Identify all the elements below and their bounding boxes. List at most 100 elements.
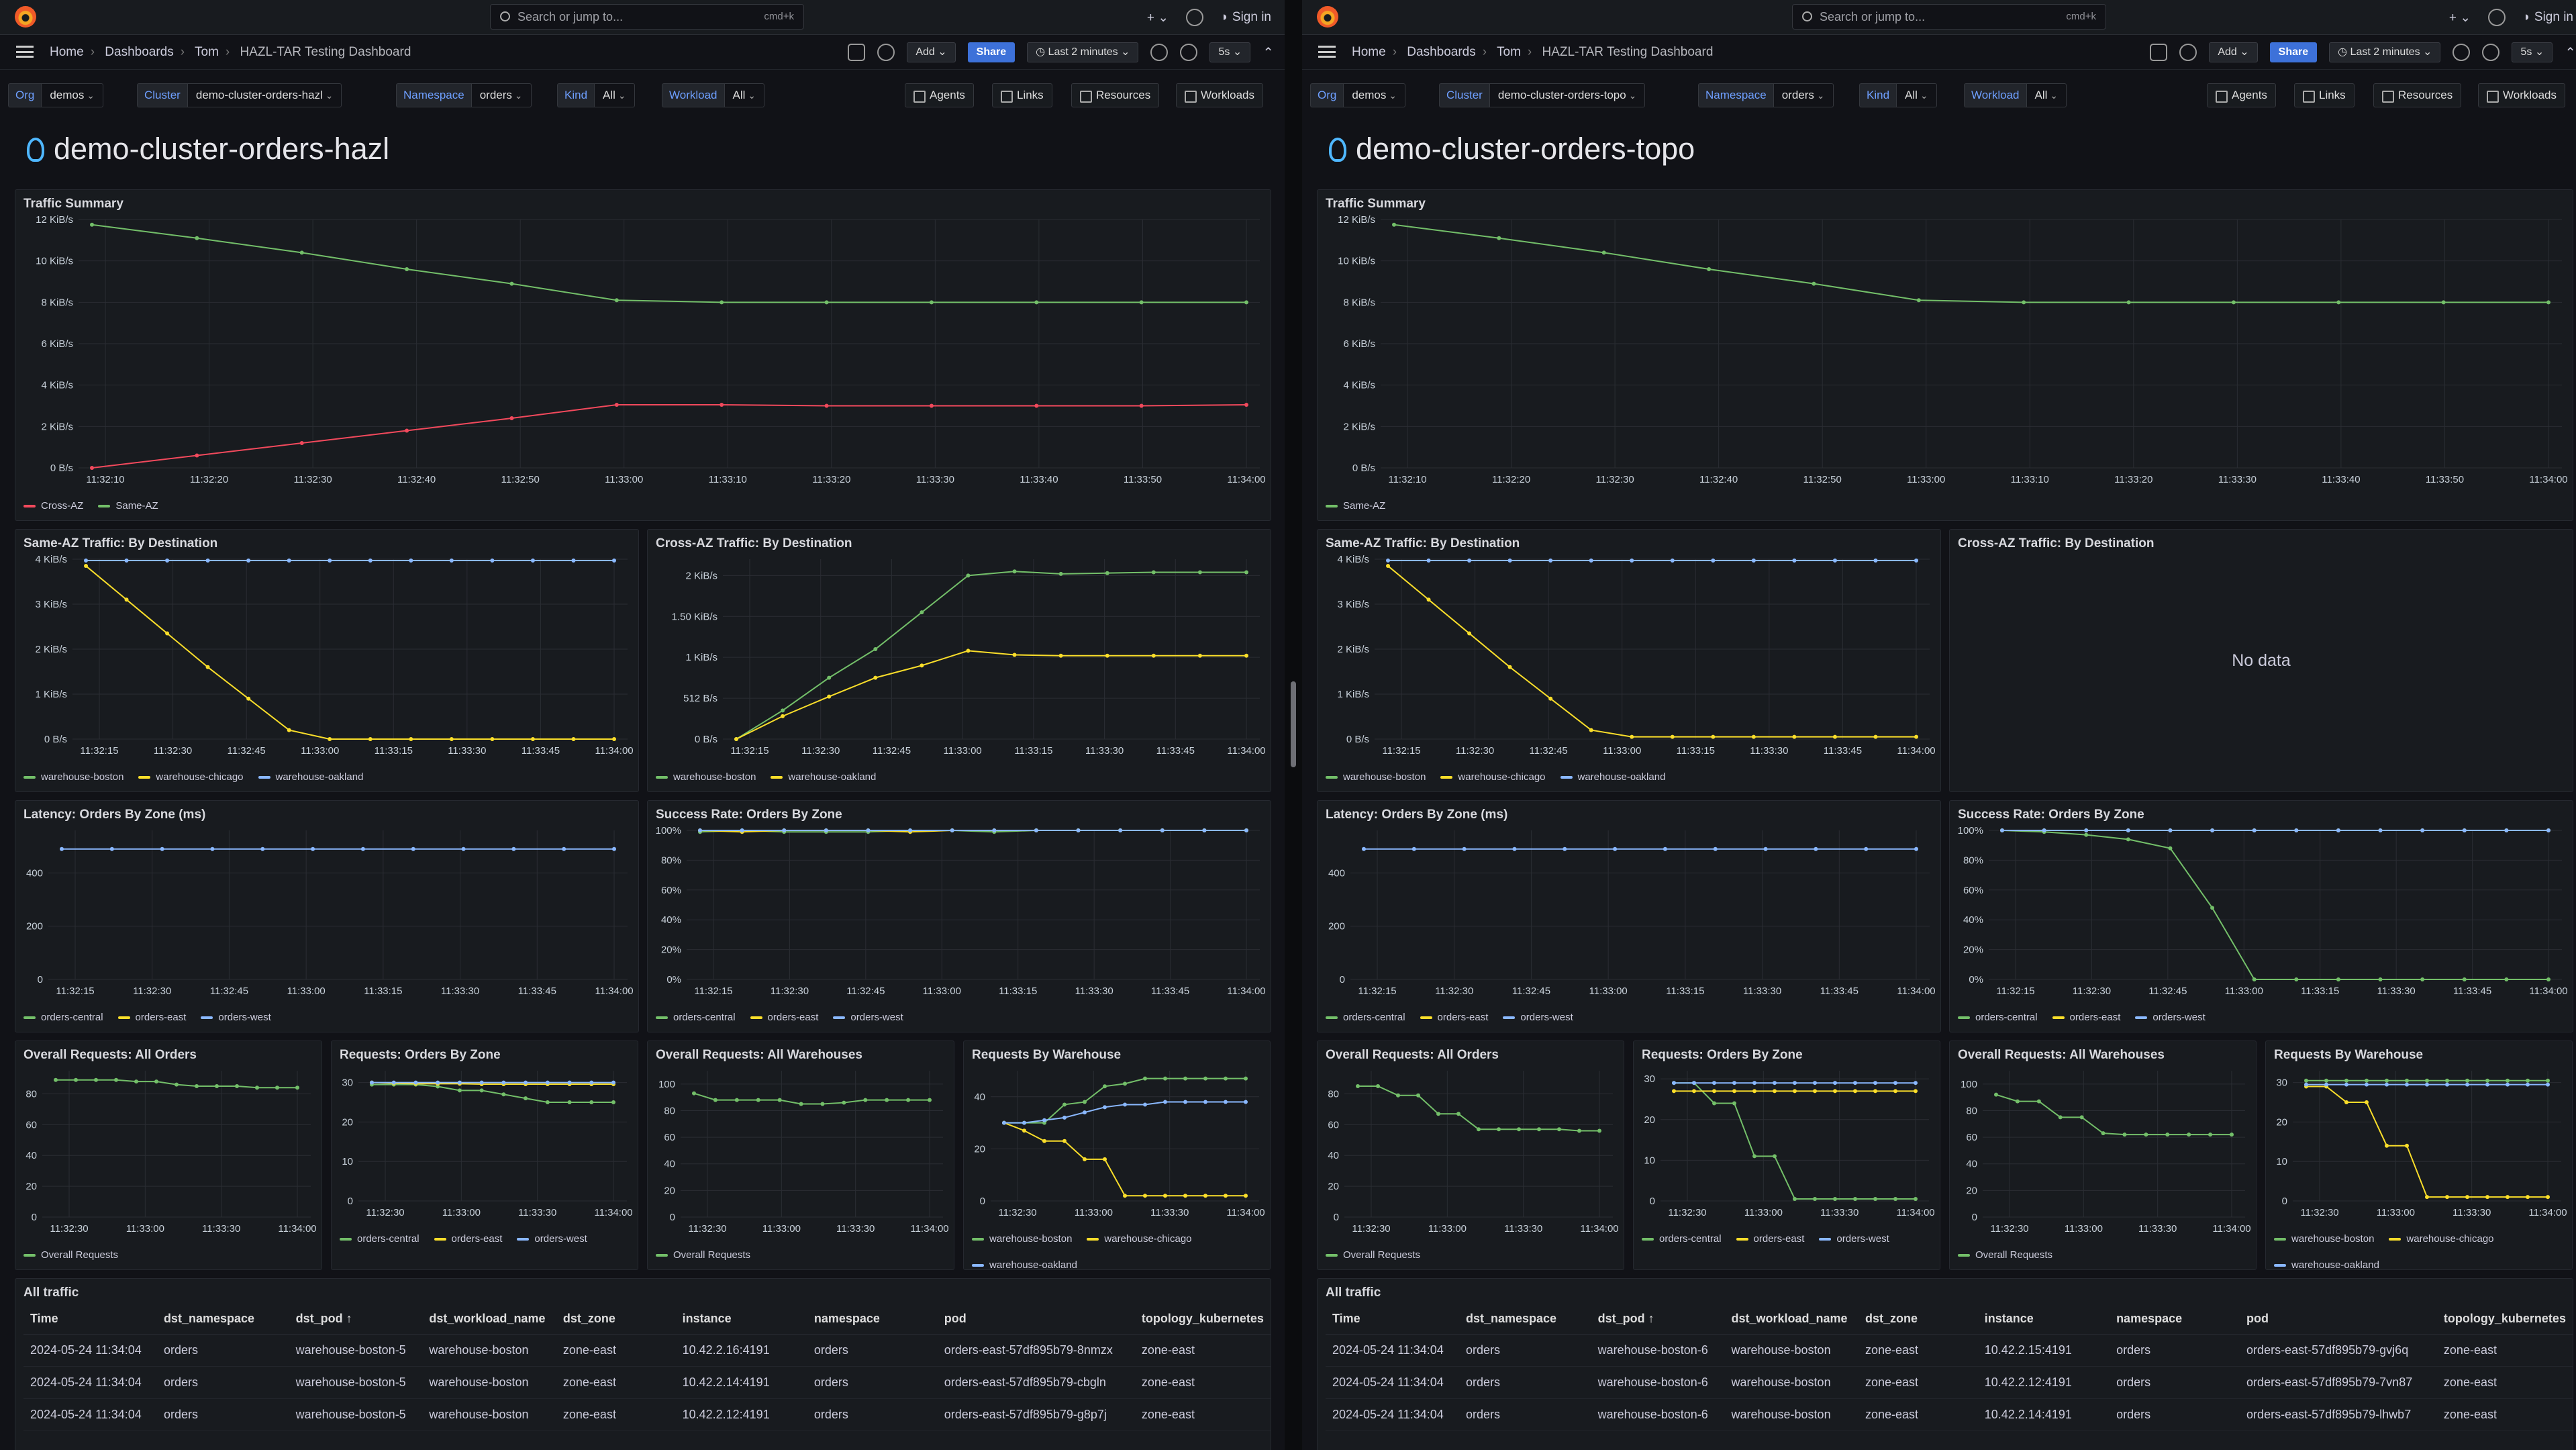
table-row[interactable]: 2024-05-24 11:34:04 orders warehouse-bosto…: [1326, 1334, 2573, 1367]
help-icon[interactable]: [2488, 9, 2506, 26]
table-row[interactable]: 2024-05-24 11:34:04 orders warehouse-bosto…: [1326, 1398, 2573, 1431]
legend-item[interactable]: orders-east: [117, 1012, 186, 1023]
legend-item[interactable]: orders-west: [201, 1012, 271, 1023]
legend-item[interactable]: warehouse-chicago: [2389, 1233, 2494, 1245]
link-resources[interactable]: Resources: [1071, 83, 1160, 107]
link-resources[interactable]: Resources: [2373, 83, 2462, 107]
col-dst-workload-name[interactable]: dst_workload_name: [1724, 1304, 1859, 1335]
link-workloads[interactable]: Workloads: [2478, 83, 2565, 107]
var-kind[interactable]: Kind All: [1859, 83, 1937, 107]
sign-in-link[interactable]: ◗ Sign in: [2523, 10, 2573, 24]
var-cluster[interactable]: Cluster demo-cluster-orders-topo: [1439, 83, 1646, 107]
legend-item[interactable]: orders-central: [23, 1012, 103, 1023]
split-divider[interactable]: [1285, 0, 1302, 1450]
panel-all-traffic[interactable]: All traffic Time dst_namespace dst_pod ↑…: [15, 1278, 1271, 1450]
var-kind-value[interactable]: All: [1896, 83, 1937, 107]
col-time[interactable]: Time: [1326, 1304, 1459, 1335]
panel-same-az-traffic[interactable]: Same-AZ Traffic: By Destination 0 B/s 1 Ki…: [15, 529, 639, 792]
legend-item[interactable]: orders-east: [750, 1012, 818, 1023]
legend-item[interactable]: orders-east: [434, 1233, 502, 1245]
var-namespace-value[interactable]: orders: [1773, 83, 1834, 107]
split-handle[interactable]: [1291, 681, 1296, 767]
breadcrumb-home[interactable]: Home: [50, 45, 84, 59]
legend-item[interactable]: Same-AZ: [1326, 500, 1385, 512]
var-cluster-value[interactable]: demo-cluster-orders-hazl: [187, 83, 342, 107]
legend-item[interactable]: Same-AZ: [98, 500, 158, 512]
legend-item[interactable]: warehouse-boston: [23, 771, 123, 783]
panel-traffic-summary[interactable]: Traffic Summary 0 B/s 2 KiB/s 4 KiB/s 6 KiB/…: [1317, 189, 2573, 521]
var-org-value[interactable]: demos: [41, 83, 103, 107]
legend-item[interactable]: warehouse-boston: [2274, 1233, 2374, 1245]
legend-item[interactable]: warehouse-boston: [972, 1233, 1072, 1245]
var-kind-value[interactable]: All: [594, 83, 635, 107]
var-workload[interactable]: Workload All: [1964, 83, 2067, 107]
var-namespace[interactable]: Namespace orders: [396, 83, 532, 107]
panel-overall-requests-warehouses[interactable]: Overall Requests: All Warehouses 0 20 40 60 8…: [647, 1041, 954, 1270]
panel-overall-requests-orders[interactable]: Overall Requests: All Orders 0 20 40 60 80 11:…: [15, 1041, 322, 1270]
panel-overall-requests-warehouses[interactable]: Overall Requests: All Warehouses 0 20 40 60 8…: [1949, 1041, 2257, 1270]
link-links[interactable]: Links: [2294, 83, 2355, 107]
legend-item[interactable]: warehouse-boston: [1326, 771, 1426, 783]
legend-item[interactable]: orders-central: [1958, 1012, 2038, 1023]
legend-item[interactable]: orders-west: [833, 1012, 903, 1023]
breadcrumb-home[interactable]: Home: [1352, 45, 1386, 59]
col-dst-pod[interactable]: dst_pod ↑: [289, 1304, 423, 1335]
col-dst-zone[interactable]: dst_zone: [556, 1304, 676, 1335]
refresh-interval-picker[interactable]: 5s ⌄: [1209, 42, 1251, 62]
link-links[interactable]: Links: [992, 83, 1052, 107]
col-namespace[interactable]: namespace: [2110, 1304, 2240, 1335]
legend-item[interactable]: Cross-AZ: [23, 500, 83, 512]
legend-item[interactable]: orders-central: [340, 1233, 419, 1245]
col-topology[interactable]: topology_kubernetes: [2436, 1304, 2573, 1335]
grafana-logo-icon[interactable]: [1317, 6, 1338, 28]
share-button[interactable]: Share: [2269, 42, 2318, 62]
refresh-interval-picker[interactable]: 5s ⌄: [2512, 42, 2553, 62]
settings-gear-icon[interactable]: [2179, 44, 2197, 61]
panel-latency[interactable]: Latency: Orders By Zone (ms) 0 200 400 11:32…: [15, 800, 639, 1032]
panel-cross-az-traffic[interactable]: Cross-AZ Traffic: By Destination 0 B/s 512…: [647, 529, 1271, 792]
table-row[interactable]: 2024-05-24 11:34:04 orders warehouse-bosto…: [23, 1366, 1271, 1399]
save-icon[interactable]: [2150, 44, 2168, 61]
link-workloads[interactable]: Workloads: [1176, 83, 1263, 107]
panel-overall-requests-orders[interactable]: Overall Requests: All Orders 0 20 40 60 80 11:…: [1317, 1041, 1624, 1270]
legend-item[interactable]: warehouse-oakland: [972, 1259, 1077, 1269]
settings-gear-icon[interactable]: [877, 44, 895, 61]
var-kind[interactable]: Kind All: [557, 83, 635, 107]
legend-item[interactable]: Overall Requests: [1958, 1249, 2052, 1261]
collapse-chevron-icon[interactable]: ⌃: [1262, 45, 1274, 60]
panel-same-az-traffic[interactable]: Same-AZ Traffic: By Destination 0 B/s 1 Ki…: [1317, 529, 1941, 792]
add-button[interactable]: Add ⌄: [907, 42, 956, 62]
breadcrumb-dashboards[interactable]: Dashboards: [1407, 45, 1476, 59]
refresh-icon[interactable]: [1180, 44, 1198, 61]
legend-item[interactable]: warehouse-chicago: [138, 771, 244, 783]
table-row[interactable]: 2024-05-24 11:34:04 orders warehouse-bosto…: [1326, 1366, 2573, 1399]
legend-item[interactable]: orders-central: [1326, 1012, 1405, 1023]
panel-cross-az-traffic[interactable]: Cross-AZ Traffic: By Destination No data: [1949, 529, 2573, 792]
legend-item[interactable]: warehouse-oakland: [258, 771, 363, 783]
col-pod[interactable]: pod: [937, 1304, 1135, 1335]
table-row[interactable]: 2024-05-24 11:34:04 orders warehouse-bosto…: [23, 1398, 1271, 1431]
table-row[interactable]: 2024-05-24 11:34:04 orders warehouse-bosto…: [23, 1334, 1271, 1367]
var-cluster[interactable]: Cluster demo-cluster-orders-hazl: [137, 83, 342, 107]
col-instance[interactable]: instance: [675, 1304, 807, 1335]
legend-item[interactable]: orders-west: [1503, 1012, 1573, 1023]
legend-item[interactable]: warehouse-boston: [656, 771, 756, 783]
legend-item[interactable]: orders-west: [517, 1233, 587, 1245]
panel-requests-by-warehouse[interactable]: Requests By Warehouse 0 20 40 11:32:30 11:33:…: [963, 1041, 1271, 1270]
sign-in-link[interactable]: ◗ Sign in: [1221, 10, 1271, 24]
legend-item[interactable]: orders-east: [1736, 1233, 1804, 1245]
panel-requests-by-zone[interactable]: Requests: Orders By Zone 0 10 20 30 11:32:30 1…: [331, 1041, 638, 1270]
col-namespace[interactable]: namespace: [807, 1304, 938, 1335]
panel-requests-by-zone[interactable]: Requests: Orders By Zone 0 10 20 30 11:32:30 1…: [1633, 1041, 1940, 1270]
panel-requests-by-warehouse[interactable]: Requests By Warehouse 0 10 20 30 11:32:30 11:3…: [2265, 1041, 2573, 1270]
panel-traffic-summary[interactable]: Traffic Summary 0 B/s 2 KiB/s 4 KiB/s 6 KiB/…: [15, 189, 1271, 521]
legend-item[interactable]: orders-west: [2135, 1012, 2206, 1023]
refresh-icon[interactable]: [2482, 44, 2500, 61]
collapse-chevron-icon[interactable]: ⌃: [2565, 45, 2576, 60]
legend-item[interactable]: orders-central: [656, 1012, 736, 1023]
save-icon[interactable]: [848, 44, 866, 61]
col-dst-namespace[interactable]: dst_namespace: [1458, 1304, 1591, 1335]
col-instance[interactable]: instance: [1977, 1304, 2110, 1335]
search-input[interactable]: Search or jump to... cmd+k: [1792, 4, 2106, 30]
new-button[interactable]: + ⌄: [1146, 10, 1169, 25]
